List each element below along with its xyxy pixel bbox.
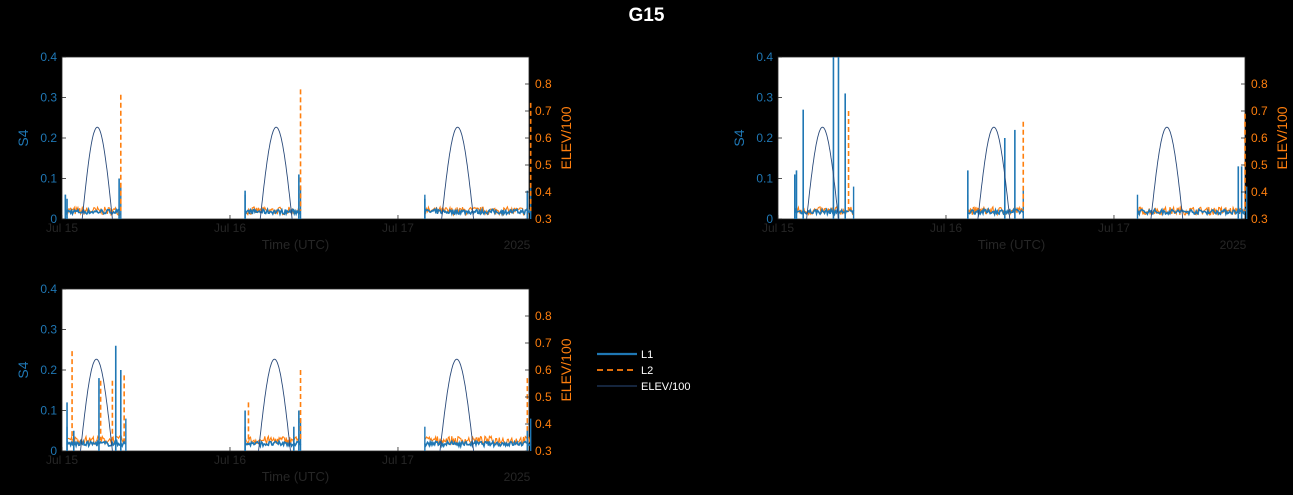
x-tick-label: Jul 16 [930, 221, 962, 235]
x-tick-label: Jul 16 [214, 453, 246, 467]
y-axis-label-right: ELEV/100 [558, 338, 574, 401]
x-axis-year-label: 2025 [1220, 238, 1247, 252]
y-axis-label-left: S4 [15, 129, 31, 146]
y-tick-label-left: 0.4 [756, 50, 773, 64]
x-tick-label: Jul 15 [46, 453, 78, 467]
y-tick-label-right: 0.4 [535, 185, 552, 199]
y-tick-label-right: 0.5 [1251, 158, 1268, 172]
plot-area [61, 56, 530, 220]
x-axis-label: Time (UTC) [262, 469, 329, 484]
x-axis-label: Time (UTC) [262, 237, 329, 252]
y-tick-label-left: 0.1 [40, 404, 57, 418]
y-tick-label-right: 0.4 [535, 417, 552, 431]
y-tick-label-left: 0.2 [40, 131, 57, 145]
y-tick-label-left: 0.3 [40, 323, 57, 337]
subplot-title: Navpod4 [986, 41, 1037, 55]
subplot-title: Navpod1 [270, 41, 321, 55]
y-tick-label-right: 0.8 [1251, 77, 1268, 91]
x-tick-label: Jul 15 [762, 221, 794, 235]
y-tick-label-left: 0.2 [756, 131, 773, 145]
subplot-title: NavPod5 [270, 273, 322, 287]
y-tick-label-left: 0 [766, 212, 773, 226]
y-tick-label-left: 0.2 [40, 363, 57, 377]
x-axis-year-label: 2025 [504, 238, 531, 252]
y-axis-label-right: ELEV/100 [558, 106, 574, 169]
x-tick-label: Jul 15 [46, 221, 78, 235]
legend-label: L2 [641, 365, 653, 377]
series-elev-arc [806, 126, 839, 220]
figure-title: G15 [628, 5, 665, 26]
series-l1-noise [66, 438, 126, 449]
y-tick-label-left: 0.1 [40, 172, 57, 186]
x-tick-label: Jul 17 [382, 453, 414, 467]
y-tick-label-right: 0.3 [535, 444, 552, 458]
series-elev-arc [439, 358, 475, 452]
y-axis-label-right: ELEV/100 [1274, 106, 1290, 169]
series-elev-arc [441, 126, 475, 220]
x-tick-label: Jul 16 [214, 221, 246, 235]
y-tick-label-right: 0.6 [535, 131, 552, 145]
y-tick-label-right: 0.7 [535, 336, 552, 350]
y-tick-label-left: 0 [50, 444, 57, 458]
y-tick-label-left: 0.4 [40, 50, 57, 64]
y-tick-label-right: 0.7 [1251, 104, 1268, 118]
x-tick-label: Jul 17 [1098, 221, 1130, 235]
x-tick-label: Jul 17 [382, 221, 414, 235]
y-tick-label-left: 0.4 [40, 282, 57, 296]
series-l1-noise [967, 207, 1024, 218]
series-elev-arc [977, 126, 1011, 220]
subplot-navpod4: 0 0.1 0.2 0.3 0.4 0.3 0.4 0.5 0.6 0.7 0.8 Jul 15 Jul… [731, 41, 1290, 252]
y-tick-label-left: 0.1 [756, 172, 773, 186]
y-tick-label-right: 0.8 [535, 77, 552, 91]
y-tick-label-left: 0.3 [756, 91, 773, 105]
series-l1-noise [794, 207, 855, 217]
legend-label: L1 [641, 349, 653, 361]
series-l1-noise [1137, 207, 1247, 217]
legend: L1 L2 ELEV/100 [597, 349, 691, 393]
y-tick-label-right: 0.6 [535, 363, 552, 377]
y-tick-label-right: 0.4 [1251, 185, 1268, 199]
subplot-navpod5: 0 0.1 0.2 0.3 0.4 0.3 0.4 0.5 0.6 0.7 0.8 Jul 15 Jul… [15, 273, 574, 484]
plot-area [61, 288, 530, 452]
y-tick-label-right: 0.6 [1251, 131, 1268, 145]
x-axis-label: Time (UTC) [978, 237, 1045, 252]
y-tick-label-right: 0.3 [535, 212, 552, 226]
y-tick-label-right: 0.3 [1251, 212, 1268, 226]
y-tick-label-left: 0 [50, 212, 57, 226]
y-tick-label-left: 0.3 [40, 91, 57, 105]
y-axis-label-left: S4 [15, 361, 31, 378]
y-tick-label-right: 0.8 [535, 309, 552, 323]
y-tick-label-right: 0.7 [535, 104, 552, 118]
series-l1-noise [424, 439, 532, 450]
plot-area [777, 56, 1246, 220]
series-elev-arc [80, 358, 113, 452]
series-l2-noise [1136, 205, 1248, 217]
x-axis-year-label: 2025 [504, 470, 531, 484]
series-elev-arc [81, 126, 113, 220]
series-elev-arc [259, 126, 293, 220]
y-tick-label-right: 0.5 [535, 390, 552, 404]
series-l1-noise [244, 439, 302, 449]
series-elev-arc [258, 358, 291, 452]
legend-label: ELEV/100 [641, 381, 691, 393]
y-tick-label-right: 0.5 [535, 158, 552, 172]
series-elev-arc [1150, 126, 1184, 220]
subplot-navpod1: 0 0.1 0.2 0.3 0.4 0.3 0.4 0.5 0.6 0.7 0.8 Jul 15 Jul… [15, 41, 574, 252]
series-l2-noise [244, 434, 302, 446]
y-axis-label-left: S4 [731, 129, 747, 146]
